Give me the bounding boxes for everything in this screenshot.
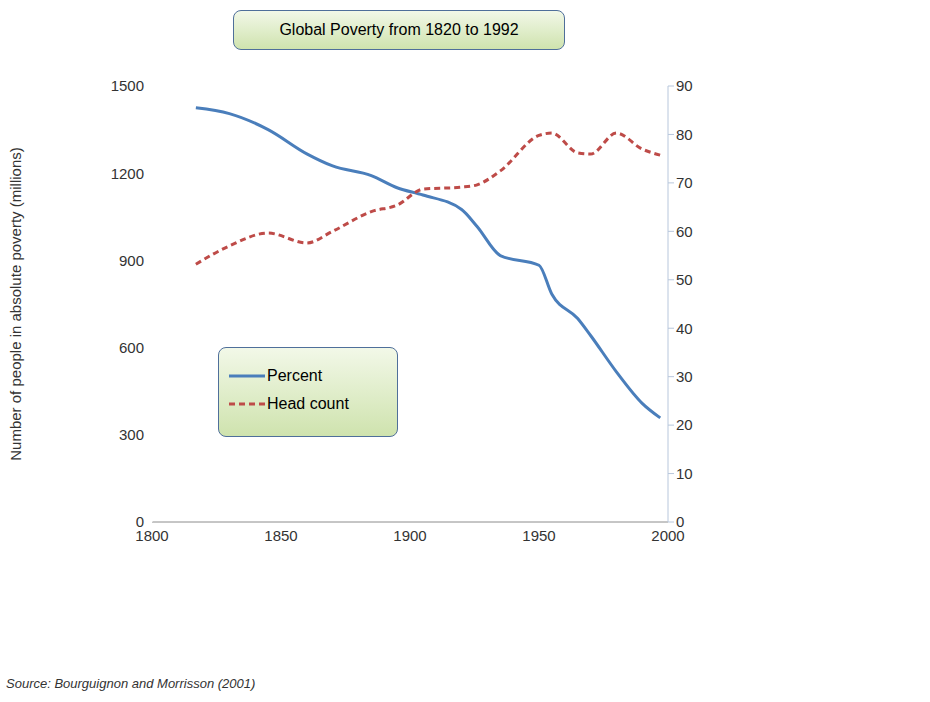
svg-text:1950: 1950 xyxy=(522,527,555,544)
svg-text:600: 600 xyxy=(119,339,144,356)
svg-text:0: 0 xyxy=(136,513,144,530)
svg-text:30: 30 xyxy=(676,368,693,385)
svg-text:Number of people in absolute p: Number of people in absolute poverty (mi… xyxy=(8,147,24,460)
svg-text:40: 40 xyxy=(676,320,693,337)
svg-text:80: 80 xyxy=(676,126,693,143)
svg-text:1800: 1800 xyxy=(135,526,169,544)
svg-text:0: 0 xyxy=(676,513,684,530)
svg-text:2000: 2000 xyxy=(651,526,685,544)
html-text:Percent: Percent xyxy=(267,367,323,384)
svg-text:900: 900 xyxy=(119,252,144,269)
svg-text:20: 20 xyxy=(676,416,693,433)
html-text:Global Poverty from 1820 to 19: Global Poverty from 1820 to 1992 xyxy=(279,21,519,38)
svg-text:10: 10 xyxy=(676,465,693,482)
svg-text:70: 70 xyxy=(676,174,693,191)
svg-text:1200: 1200 xyxy=(111,165,144,182)
svg-text:1900: 1900 xyxy=(393,527,426,544)
svg-text:50: 50 xyxy=(676,271,693,288)
html-text:Head count: Head count xyxy=(267,395,349,412)
svg-text:90: 90 xyxy=(676,77,693,94)
svg-text:60: 60 xyxy=(676,223,693,240)
html-text:Source: Bourguignon and Morris: Source: Bourguignon and Morrisson (2001) xyxy=(6,676,256,691)
svg-text:300: 300 xyxy=(119,426,144,443)
svg-text:1500: 1500 xyxy=(111,77,144,94)
svg-text:1850: 1850 xyxy=(264,527,297,544)
